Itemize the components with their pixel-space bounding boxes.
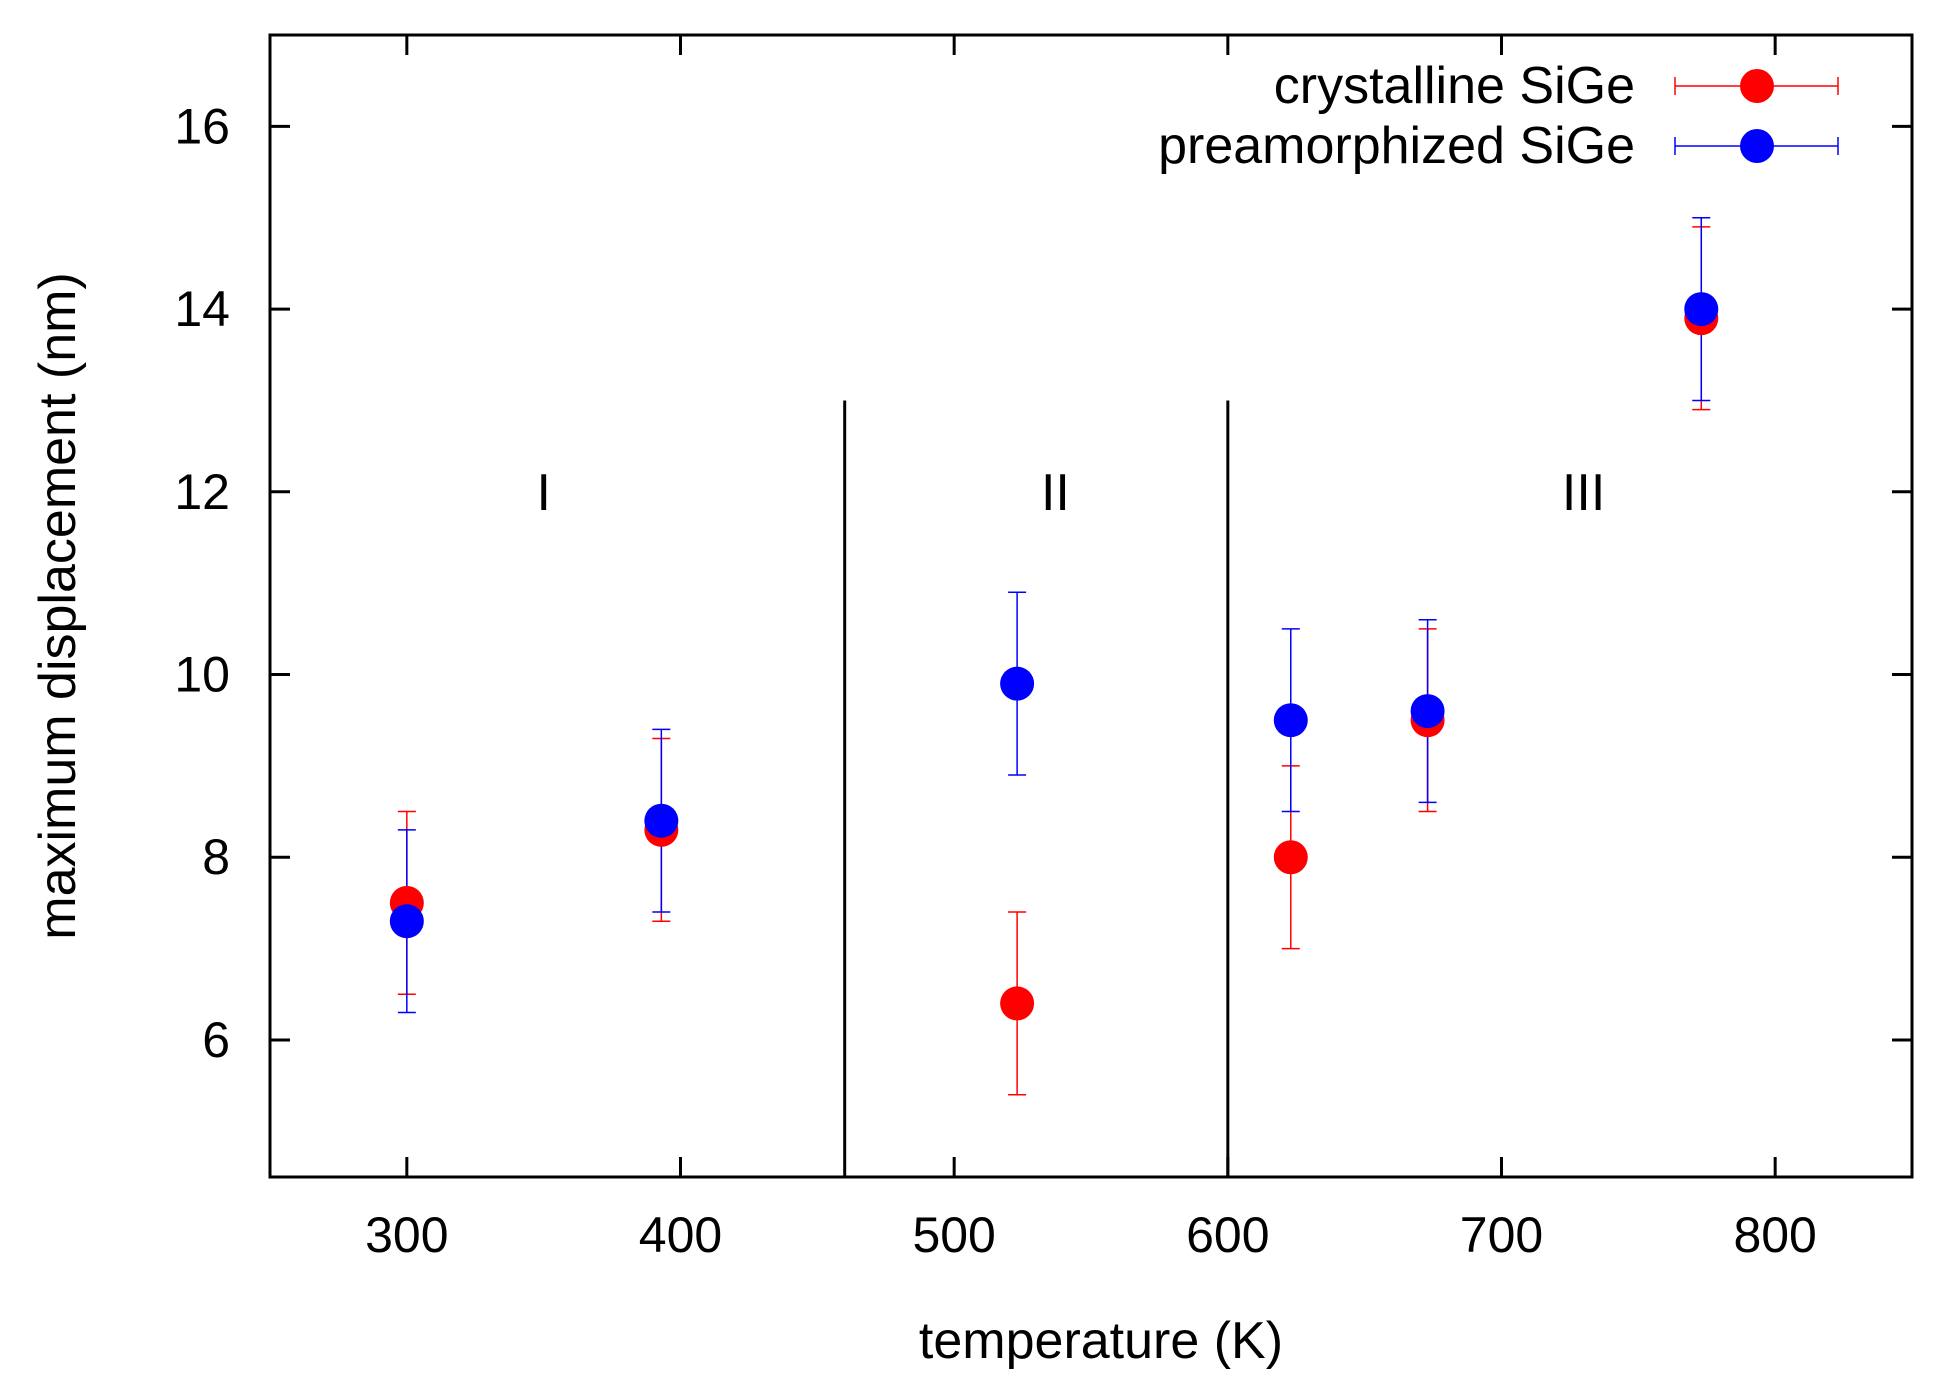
x-tick-label: 500 (912, 1207, 995, 1263)
series-markers-crystalline (389, 301, 1719, 1021)
y-tick-label: 16 (174, 98, 230, 154)
plot-frame (268, 33, 1914, 1179)
legend-label: preamorphized SiGe (1158, 117, 1635, 175)
data-point (1684, 292, 1719, 327)
x-tick-label: 400 (639, 1207, 722, 1263)
y-tick-label: 10 (174, 647, 230, 703)
series-preamorphized (397, 216, 1711, 1014)
y-tick-label: 14 (174, 281, 230, 337)
y-axis-title: maximum displacement (nm) (29, 272, 87, 940)
legend-marker (1740, 69, 1774, 103)
region-label: I (536, 464, 550, 522)
x-axis-title: temperature (K) (919, 1312, 1283, 1370)
data-point (1000, 666, 1035, 701)
x-tick-label: 600 (1186, 1207, 1269, 1263)
data-point (1000, 986, 1035, 1021)
y-tick-label: 6 (202, 1012, 230, 1068)
region-label: III (1562, 464, 1605, 522)
series-crystalline (397, 226, 1711, 1096)
y-tick-label: 8 (202, 829, 230, 885)
x-tick-label: 800 (1733, 1207, 1816, 1263)
data-point (1273, 703, 1308, 738)
legend-marker (1740, 129, 1774, 163)
data-point (1273, 840, 1308, 875)
axes-layer: 300 400 500 600 700 800 6 8 10 12 14 16 temperature … (29, 33, 1914, 1370)
legend-label: crystalline SiGe (1274, 57, 1635, 115)
y-tick-label: 12 (174, 464, 230, 520)
series-markers-preamorphized (389, 292, 1719, 939)
data-point (1410, 694, 1445, 729)
data-point (389, 904, 424, 939)
x-tick-label: 700 (1460, 1207, 1543, 1263)
region-label: II (1041, 464, 1070, 522)
plot-layer (389, 216, 1719, 1096)
x-tick-label: 300 (365, 1207, 448, 1263)
data-point (644, 803, 679, 838)
